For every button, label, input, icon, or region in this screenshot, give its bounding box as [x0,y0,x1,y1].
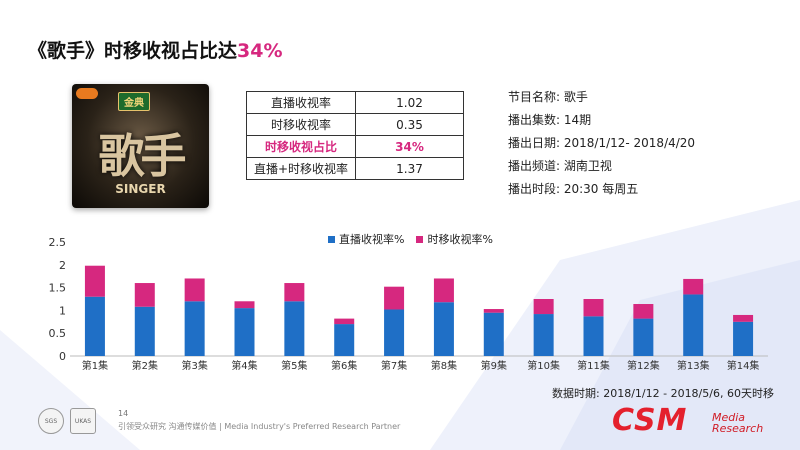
bar-live [533,314,554,356]
ukas-cert-icon: UKAS [70,408,96,434]
bar-live [84,296,105,356]
channel-logo-icon [76,88,98,99]
bar-live [184,301,205,356]
table-cell-label: 时移收视率 [246,113,356,136]
bar-timeshift [433,278,454,303]
info-row: 播出日期: 2018/1/12- 2018/4/20 [508,136,696,150]
x-tick-label: 第14集 [727,359,760,372]
bar-timeshift [184,278,205,302]
bar-live [134,306,155,356]
csm-sub-line1: Media [712,411,746,424]
chart-legend: 直播收视率% 时移收视率% [328,231,493,247]
stacked-bar-chart: 0 0.5 1 1.5 2 2.5 第1集 第2集 第3集 第4集 第5集 第6集 第7集 第8集 第9集 第… [49,236,768,372]
page-number: 14 [118,409,129,418]
table-cell-value: 1.37 [355,157,464,180]
bar-timeshift [633,304,654,319]
legend-label: 直播收视率% [339,233,405,246]
bar-timeshift [234,301,255,309]
y-tick-label: 2.5 [49,236,67,249]
bar-timeshift [134,283,155,307]
csm-sub-line2: Research [712,422,764,435]
csm-logo: CSM [612,403,688,438]
poster-logo: 歌手 [98,129,187,183]
page-title: 《歌手》时移收视占比达34% [28,36,283,63]
bar-live [633,318,654,356]
y-tick-label: 0.5 [49,327,67,340]
y-tick-label: 2 [59,259,66,272]
bar-live [284,301,305,356]
poster-badge: 金典 [118,92,150,111]
bar-live [334,324,355,356]
info-row: 播出集数: 14期 [508,113,592,127]
table-cell-value: 0.35 [355,113,464,136]
info-row: 节目名称: 歌手 [508,90,588,104]
x-tick-label: 第10集 [527,359,560,372]
legend-item-live: 直播收视率% [328,231,404,247]
bar-timeshift [384,286,405,310]
table-row: 直播+时移收视率 1.37 [246,157,464,180]
title-highlight: 34% [237,40,283,62]
bar-live [683,294,704,356]
table-cell-label: 时移收视占比 [246,135,356,158]
bar-live [234,308,255,356]
bar-live [583,316,604,356]
x-tick-label: 第6集 [331,359,357,372]
bar-timeshift [583,299,604,317]
table-cell-value: 34% [355,135,464,158]
info-row: 播出频道: 湖南卫视 [508,159,612,173]
info-row: 播出时段: 20:30 每周五 [508,182,639,196]
y-tick-label: 0 [59,350,66,363]
table-cell-label: 直播+时移收视率 [246,157,356,180]
table-row: 直播收视率 1.02 [246,91,464,114]
program-poster: 金典 歌手 SINGER [72,84,209,208]
x-tick-label: 第1集 [82,359,108,372]
bar-timeshift [84,265,105,297]
x-tick-label: 第12集 [627,359,660,372]
bar-live [483,312,504,356]
x-tick-label: 第2集 [132,359,158,372]
bar-live [433,302,454,356]
csm-logo-subtitle: Media Research [712,412,763,434]
table-row-highlight: 时移收视占比 34% [246,135,464,158]
bar-timeshift [334,318,355,325]
program-info: 节目名称: 歌手 播出集数: 14期 播出日期: 2018/1/12- 2018… [508,86,695,201]
bar-timeshift [284,283,305,302]
x-tick-label: 第11集 [577,359,610,372]
footer-tagline: 引领受众研究 沟通传媒价值 | Media Industry's Preferr… [118,422,401,431]
data-period-note: 数据时期: 2018/1/12 - 2018/5/6, 60天时移 [552,387,774,400]
table-cell-label: 直播收视率 [246,91,356,114]
y-tick-label: 1.5 [49,282,67,295]
x-tick-label: 第4集 [231,359,257,372]
table-row: 时移收视率 0.35 [246,113,464,136]
sgs-cert-icon: SGS [38,408,64,434]
table-cell-value: 1.02 [355,91,464,114]
legend-item-timeshift: 时移收视率% [416,231,493,247]
x-tick-label: 第3集 [181,359,207,372]
legend-swatch [416,235,424,243]
x-tick-label: 第13集 [677,359,710,372]
bar-live [733,321,754,356]
bar-live [384,309,405,356]
bar-timeshift [733,314,754,322]
bar-timeshift [683,278,704,295]
x-tick-label: 第8集 [431,359,457,372]
poster-subtitle: SINGER [115,182,166,196]
title-main: 《歌手》时移收视占比达 [28,40,238,62]
bar-timeshift [533,299,554,315]
legend-label: 时移收视率% [427,233,493,246]
x-tick-label: 第9集 [481,359,507,372]
certification-logos: SGS UKAS [38,408,96,434]
x-tick-label: 第5集 [281,359,307,372]
y-tick-label: 1 [59,304,66,317]
x-tick-label: 第7集 [381,359,407,372]
ratings-table: 直播收视率 1.02 时移收视率 0.35 时移收视占比 34% 直播+时移收视… [246,91,464,180]
bar-timeshift [483,309,504,313]
legend-swatch [328,235,335,243]
